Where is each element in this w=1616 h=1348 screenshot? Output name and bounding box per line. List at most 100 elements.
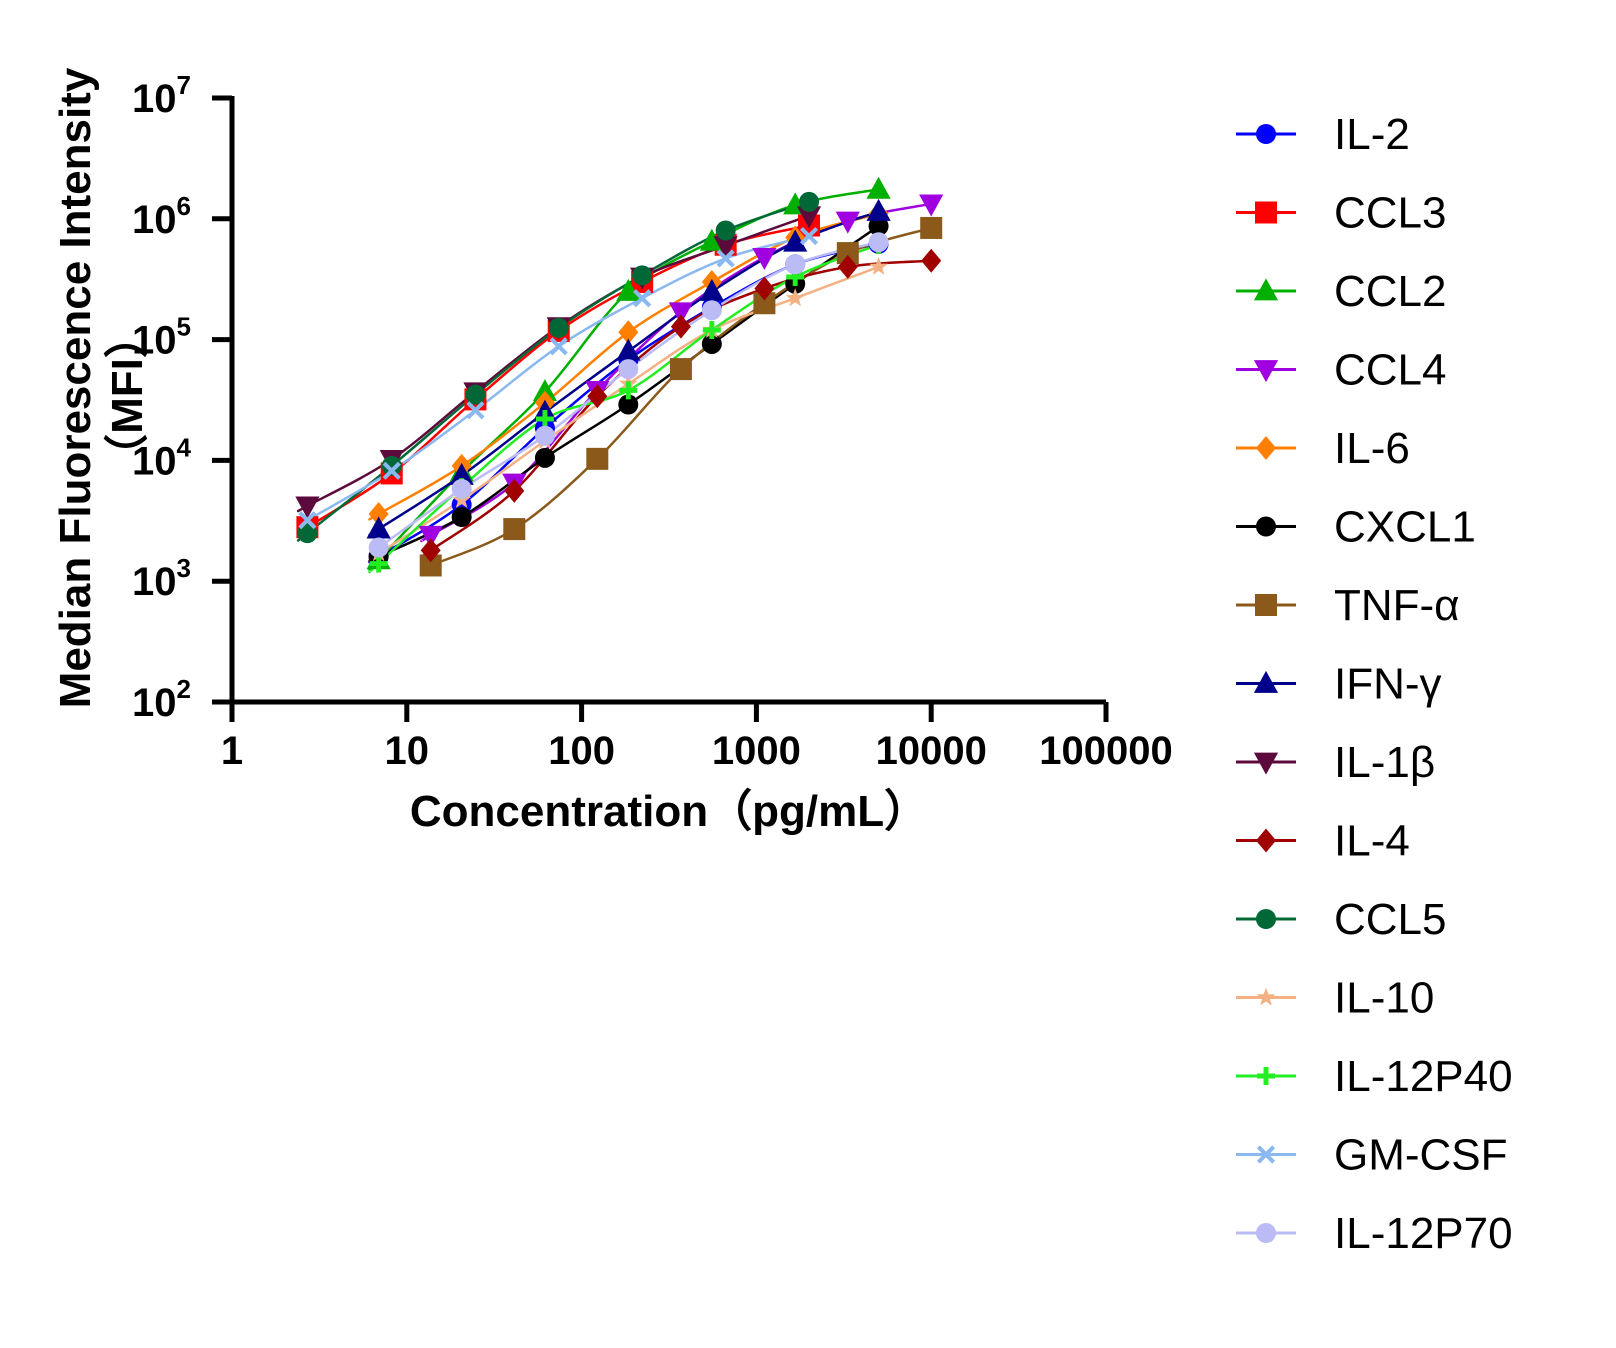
legend-label: IL-10 [1334,974,1434,1023]
fit-curve [296,234,810,527]
data-point [532,379,558,402]
legend-marker [1256,436,1276,460]
data-point [298,511,317,530]
data-points [295,176,944,577]
legend-marker [1253,752,1279,775]
fit-curve [296,214,810,513]
legend-item: TNF-α [1236,581,1460,630]
data-point [699,278,724,301]
data-point [799,226,819,246]
data-point [451,478,472,499]
x-tick-label: 1000 [712,729,801,773]
data-point [919,194,944,217]
data-point [419,554,442,577]
data-point [452,490,472,508]
data-point [297,523,318,544]
data-point [668,302,694,325]
data-point [616,278,641,301]
legend-marker [1256,828,1276,853]
data-point [716,249,735,268]
data-point [449,462,474,485]
data-point [785,254,806,275]
data-point [837,254,858,279]
data-point [701,300,722,321]
legend-marker [1256,1223,1276,1243]
legend-label: GM-CSF [1334,1131,1508,1180]
x-tick-label: 1 [221,729,243,773]
y-axis-title-group: Median Fluorescence Intensity （MFI） [51,67,152,708]
data-point [369,554,388,573]
legend-item: IL-6 [1236,424,1410,473]
legend-marker [1256,516,1276,537]
data-point [418,525,443,548]
y-tick-label: 106 [132,191,191,242]
data-point [503,518,526,541]
data-point [366,516,391,539]
data-point [699,228,724,251]
x-axis-title: Concentration（pg/mL） [410,787,928,836]
x-axis-ticks: 1 10 100 1000 10000 100000 [221,702,1173,773]
legend-item: CCL5 [1236,895,1447,944]
data-point [618,394,639,415]
data-point [866,176,891,199]
data-point [783,229,808,252]
legend-item: IFN-γ [1236,660,1442,709]
data-point [618,359,639,380]
legend-marker [1256,1145,1276,1164]
legend-marker [1255,594,1277,616]
fit-curve [368,265,880,561]
data-point [549,337,568,356]
legend-item: IL-12P70 [1236,1209,1513,1258]
y-tick-label: 104 [132,432,192,483]
data-point [381,455,402,476]
legend-marker [1255,201,1277,224]
legend-marker [1256,124,1276,144]
legend-item: GM-CSF [1236,1131,1508,1180]
data-point [619,381,638,400]
data-point [466,401,485,420]
legend-label: CCL3 [1334,189,1447,238]
data-point [548,317,569,338]
axes-group: 1 10 100 1000 10000 100000 102 103 104 105 106 107 [132,70,1173,773]
legend-item: IL-10 [1236,974,1434,1023]
legend-label: IFN-γ [1334,660,1442,709]
y-axis-unit: （MFI） [103,314,152,478]
data-point [713,236,738,259]
y-tick-label: 103 [132,553,191,604]
data-point [632,265,653,286]
y-axis-ticks: 102 103 104 105 106 107 [132,70,232,725]
data-point [534,447,555,468]
y-tick-label: 102 [132,674,191,725]
legend: IL-2 CCL3 CCL2 CCL4 IL-6 CXCL1 TNF-α IFN-γ IL-1β… [1236,110,1513,1258]
legend-label: CCL2 [1334,267,1447,316]
fit-curve [420,226,932,571]
data-point [715,220,736,241]
legend-item: CCL4 [1236,346,1447,395]
legend-label: IL-1β [1334,738,1435,787]
data-point [669,358,692,381]
data-point [587,384,608,409]
legend-item: CCL3 [1236,189,1447,238]
data-point [868,216,889,237]
y-tick-label: 107 [132,70,191,121]
legend-label: IL-6 [1334,424,1410,473]
x-tick-label: 100000 [1039,729,1172,773]
data-point [504,478,525,503]
data-point [799,191,820,212]
legend-label: CCL5 [1334,895,1447,944]
legend-marker [1257,1067,1275,1085]
legend-label: IL-12P40 [1334,1052,1513,1101]
fit-curve [368,210,880,537]
data-point [920,216,943,239]
legend-marker [1253,360,1279,383]
legend-item: CCL2 [1236,267,1447,316]
data-point [785,288,805,307]
data-point [796,206,822,229]
legend-item: IL-12P40 [1236,1052,1513,1101]
data-point [535,410,554,429]
legend-label: TNF-α [1334,581,1460,630]
data-point [701,333,722,354]
data-point [752,247,777,270]
legend-label: IL-12P70 [1334,1209,1513,1258]
